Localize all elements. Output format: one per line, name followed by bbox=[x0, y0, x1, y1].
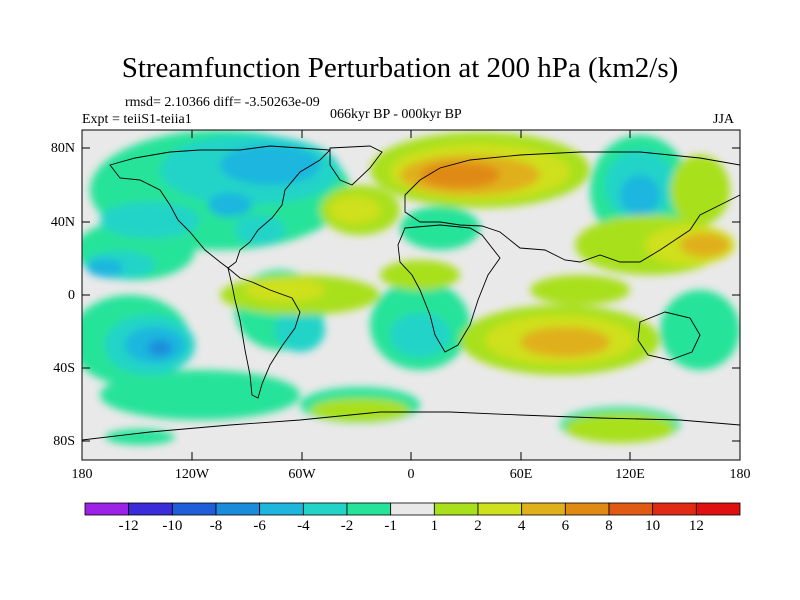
lat-label-40s: 40S bbox=[53, 361, 75, 376]
stats-text: rmsd= 2.10366 diff= -3.50263e-09 bbox=[125, 95, 320, 110]
lon-label-0: 0 bbox=[407, 467, 415, 482]
colorbar-swatch bbox=[171, 502, 217, 516]
colorbar-label: 6 bbox=[561, 518, 570, 534]
colorbar-swatch bbox=[652, 502, 697, 516]
colorbar-label: 10 bbox=[645, 518, 661, 534]
colorbar-swatch bbox=[84, 502, 130, 516]
colorbar-swatch bbox=[695, 502, 741, 516]
colorbar-swatch bbox=[128, 502, 173, 516]
colorbar-swatch bbox=[433, 502, 479, 516]
period-label: 066kyr BP - 000kyr BP bbox=[330, 107, 462, 122]
map-title: Streamfunction Perturbation at 200 hPa (… bbox=[121, 52, 679, 84]
colorbar-label: -8 bbox=[209, 518, 223, 534]
lon-label-120w: 120W bbox=[174, 467, 210, 482]
colorbar-swatch bbox=[564, 502, 610, 516]
lon-label-60e: 60E bbox=[509, 467, 533, 482]
lon-label-180w: 180 bbox=[71, 467, 93, 482]
lon-label-120e: 120E bbox=[615, 467, 645, 482]
colorbar-label: 4 bbox=[517, 518, 526, 534]
colorbar-label: -4 bbox=[297, 518, 310, 534]
colorbar-label: -1 bbox=[384, 518, 397, 534]
experiment-label: Expt = teiiS1-teiia1 bbox=[82, 112, 192, 127]
colorbar-swatch bbox=[346, 502, 392, 516]
colorbar-label: 8 bbox=[605, 518, 613, 534]
lat-label-0: 0 bbox=[68, 288, 75, 303]
lon-label-180e: 180 bbox=[729, 467, 751, 482]
colorbar-swatch bbox=[608, 502, 654, 516]
colorbar-label: 12 bbox=[688, 518, 704, 534]
colorbar-swatch bbox=[521, 502, 566, 516]
lat-ticks bbox=[82, 147, 740, 442]
colorbar-swatch bbox=[477, 502, 523, 516]
lat-label-80n: 80N bbox=[50, 141, 75, 156]
colorbar-label: -12 bbox=[118, 518, 139, 534]
colorbar-label: 2 bbox=[474, 518, 482, 534]
colorbar bbox=[84, 502, 741, 516]
colorbar-label: -10 bbox=[162, 518, 183, 534]
coastlines bbox=[82, 145, 740, 441]
lat-label-80s: 80S bbox=[53, 434, 75, 449]
colorbar-swatch bbox=[302, 502, 348, 516]
lat-label-40n: 40N bbox=[50, 215, 75, 230]
colorbar-swatch bbox=[390, 502, 435, 516]
colorbar-swatch bbox=[259, 502, 304, 516]
season-label: JJA bbox=[713, 112, 735, 127]
lon-label-60w: 60W bbox=[288, 467, 316, 482]
colorbar-label: 1 bbox=[430, 518, 439, 534]
colorbar-swatch bbox=[215, 502, 261, 516]
anomaly-field bbox=[82, 130, 740, 445]
colorbar-label: -2 bbox=[340, 518, 354, 534]
lon-ticks bbox=[191, 130, 631, 460]
colorbar-label: -6 bbox=[253, 518, 266, 534]
